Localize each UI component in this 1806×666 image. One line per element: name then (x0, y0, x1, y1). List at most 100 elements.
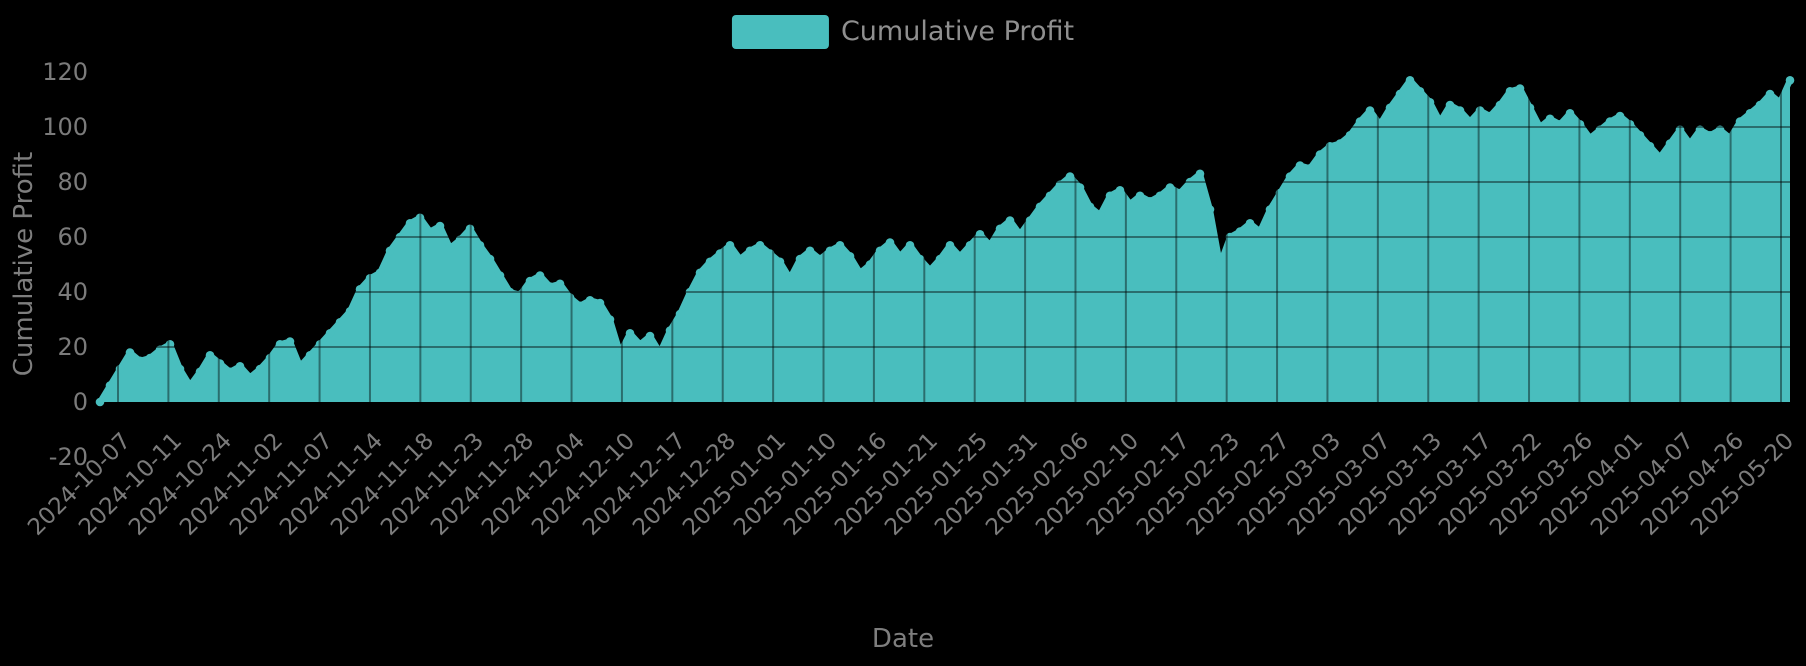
data-point-marker (1765, 89, 1775, 99)
data-point-marker (1505, 87, 1515, 96)
data-point-marker (1595, 125, 1605, 135)
data-point-marker (725, 241, 735, 250)
y-tick-label: 100 (42, 113, 88, 141)
data-point-marker (425, 227, 435, 236)
data-point-marker (1215, 260, 1225, 269)
data-point-marker (805, 246, 815, 256)
data-point-marker (1335, 139, 1345, 148)
data-point-marker (1645, 142, 1655, 151)
data-point-marker (795, 254, 805, 264)
data-point-marker (1555, 120, 1565, 129)
data-point-marker (1345, 131, 1355, 140)
data-point-marker (1095, 210, 1105, 220)
data-point-marker (1575, 120, 1585, 129)
data-point-marker (215, 359, 225, 368)
data-point-marker (765, 249, 775, 258)
data-point-marker (695, 268, 705, 278)
data-point-marker (395, 232, 405, 242)
data-point-marker (1125, 199, 1135, 209)
data-point-marker (545, 282, 555, 291)
data-point-marker (1585, 133, 1595, 143)
data-point-marker (415, 213, 425, 223)
data-point-marker (535, 271, 545, 280)
data-point-marker (1155, 191, 1165, 201)
y-tick-label: 20 (57, 333, 88, 361)
data-point-marker (1485, 111, 1495, 121)
data-point-marker (1285, 172, 1295, 181)
data-point-marker (1055, 180, 1065, 190)
legend-swatch (731, 15, 829, 49)
data-point-marker (1265, 205, 1275, 214)
data-point-marker (485, 254, 495, 264)
data-point-marker (495, 271, 505, 280)
data-point-marker (175, 364, 185, 374)
data-point-marker (825, 246, 835, 256)
data-point-marker (405, 219, 415, 228)
data-point-marker (205, 351, 215, 360)
data-point-marker (1515, 84, 1525, 93)
data-point-marker (1745, 109, 1755, 118)
data-point-marker (1185, 177, 1195, 187)
data-point-marker (835, 241, 845, 250)
data-point-marker (1715, 125, 1725, 135)
data-point-marker (775, 257, 785, 267)
data-point-marker (845, 251, 855, 261)
data-point-marker (1425, 98, 1435, 107)
data-point-marker (735, 254, 745, 264)
data-point-marker (1665, 139, 1675, 148)
data-point-marker (1015, 230, 1025, 239)
data-point-marker (1115, 186, 1125, 195)
data-point-marker (625, 329, 635, 338)
data-point-marker (665, 326, 675, 335)
data-point-marker (105, 381, 115, 390)
data-point-marker (1365, 106, 1375, 115)
data-point-marker (945, 241, 955, 250)
data-point-marker (1045, 191, 1055, 201)
data-point-marker (685, 287, 695, 297)
data-point-marker (1255, 227, 1265, 236)
data-point-marker (905, 241, 915, 250)
data-point-marker (585, 296, 595, 305)
data-point-marker (595, 298, 605, 308)
data-point-marker (225, 367, 235, 377)
data-point-marker (1655, 153, 1665, 162)
data-point-marker (455, 235, 465, 245)
data-point-marker (985, 241, 995, 250)
data-point-marker (1635, 131, 1645, 140)
data-point-marker (745, 246, 755, 256)
data-point-marker (255, 364, 265, 374)
data-point-marker (285, 337, 295, 346)
data-point-marker (95, 397, 105, 407)
data-point-marker (1225, 232, 1235, 242)
data-point-marker (1295, 161, 1305, 170)
data-point-marker (505, 287, 515, 297)
data-point-marker (165, 340, 175, 349)
data-point-marker (295, 362, 305, 371)
data-point-marker (1525, 103, 1535, 113)
data-point-marker (1535, 122, 1545, 132)
data-point-marker (705, 257, 715, 267)
x-axis-title: Date (871, 624, 935, 654)
data-point-marker (235, 362, 245, 371)
data-point-marker (1405, 76, 1415, 85)
data-point-marker (135, 356, 145, 366)
data-point-marker (305, 351, 315, 360)
data-point-marker (1105, 191, 1115, 201)
data-point-marker (1395, 89, 1405, 99)
data-point-marker (785, 274, 795, 283)
data-point-marker (1705, 131, 1715, 140)
data-point-marker (955, 251, 965, 261)
y-tick-label: 60 (57, 223, 88, 251)
data-point-marker (895, 251, 905, 261)
data-point-marker (1495, 100, 1505, 110)
y-tick-label: -20 (48, 443, 88, 471)
data-point-marker (355, 285, 365, 294)
data-point-marker (915, 254, 925, 264)
data-point-marker (1455, 106, 1465, 115)
data-point-marker (265, 353, 275, 363)
data-point-marker (385, 246, 395, 256)
data-point-marker (1435, 117, 1445, 126)
data-point-marker (1545, 114, 1555, 124)
data-point-marker (935, 254, 945, 264)
